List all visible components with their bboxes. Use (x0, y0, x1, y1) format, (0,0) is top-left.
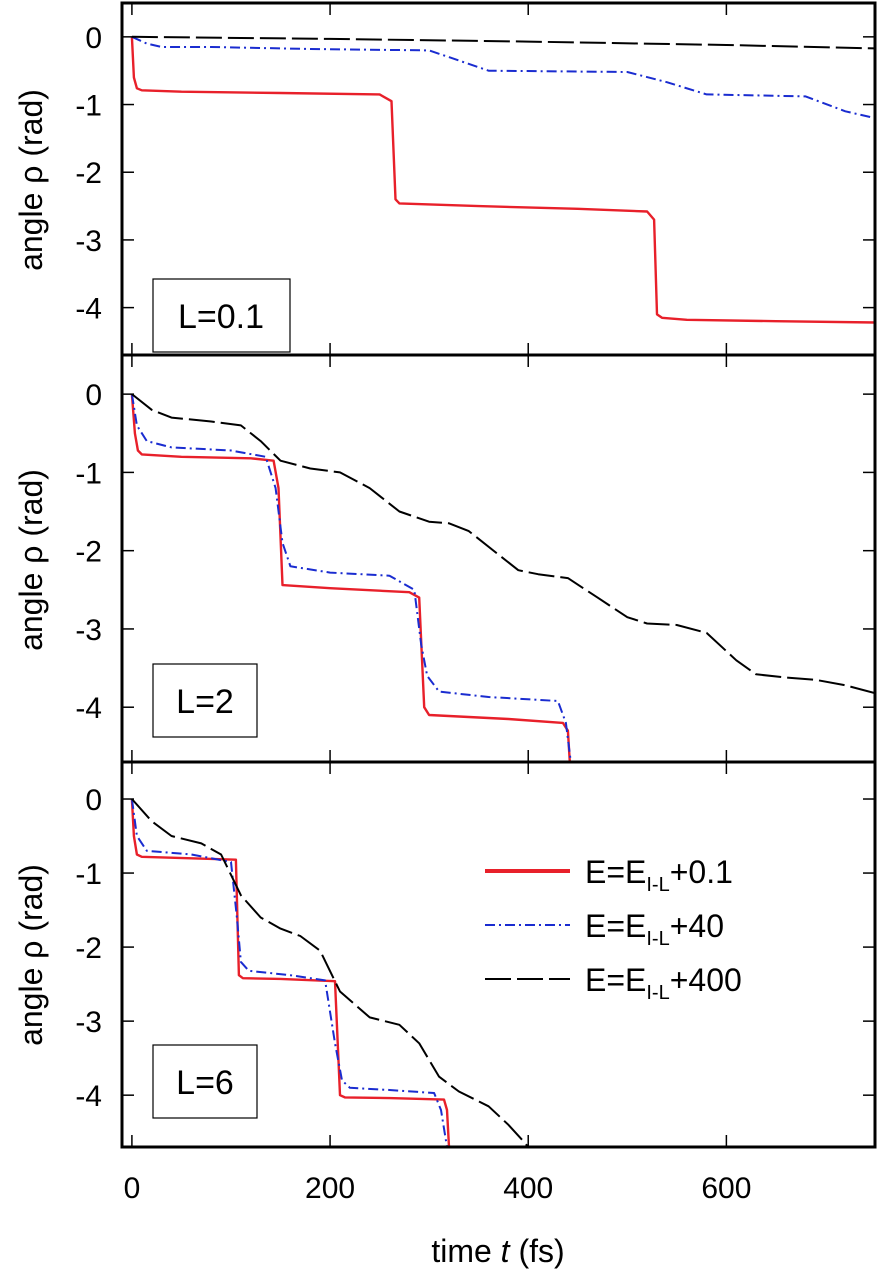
series-line-blue-bottom (130, 798, 448, 1147)
y-tick-label-bottom: 0 (85, 784, 102, 817)
y-axis-title-top: angle ρ (rad) (13, 89, 49, 271)
series-line-red-middle (130, 394, 571, 762)
y-tick-label-middle: -3 (75, 614, 102, 647)
y-tick-label-bottom: -1 (75, 858, 102, 891)
panel-label-box-top: L=0.1 (152, 278, 291, 353)
series-line-black-bottom (131, 798, 529, 1147)
plot-frame-bottom (120, 760, 877, 1149)
series-line-blue-top (131, 35, 875, 120)
y-tick-label-bottom: -2 (75, 932, 102, 965)
legend-entry-2: E=EI-L+40 (585, 908, 724, 950)
series-line-red-bottom (130, 798, 451, 1147)
legend: E=EI-L+0.1 E=EI-L+40 E=EI-L+400 (485, 854, 742, 1004)
x-tick-label: 200 (305, 1172, 355, 1205)
y-tick-label-top: 0 (85, 22, 102, 55)
x-axis-title: time t (fs) (431, 1233, 564, 1269)
y-tick-label-middle: 0 (85, 379, 102, 412)
series-line-blue-middle (130, 393, 572, 762)
y-tick-label-middle: -2 (75, 536, 102, 569)
y-tick-label-bottom: -3 (75, 1006, 102, 1039)
x-axis-title-pre: time (431, 1233, 500, 1269)
panel-label-middle: L=2 (176, 683, 234, 721)
panel-bottom: 0 -1 -2 -3 -4 (75, 760, 877, 1149)
y-tick-label-top: -1 (75, 90, 102, 123)
x-tick-label: 400 (503, 1172, 553, 1205)
panel-label-bottom: L=6 (176, 1064, 234, 1102)
series-line-black-middle (131, 393, 875, 695)
legend-entry-3: E=EI-L+400 (585, 962, 742, 1004)
y-tick-label-top: -2 (75, 157, 102, 190)
series-group-top (130, 35, 875, 324)
y-tick-label-middle: -4 (75, 692, 102, 725)
panel-top: 0 -1 -2 -3 -4 (75, 1, 877, 357)
y-tick-label-top: -4 (75, 293, 102, 326)
panel-label-top: L=0.1 (178, 298, 264, 336)
y-tick-label-bottom: -4 (75, 1080, 102, 1113)
series-line-black-top (131, 35, 875, 50)
series-line-red-top (130, 36, 875, 324)
series-group-bottom (130, 798, 529, 1147)
x-tick-label: 0 (124, 1172, 141, 1205)
x-axis-title-post: (fs) (510, 1233, 565, 1269)
x-axis-title-var: t (501, 1233, 511, 1269)
panel-label-box-middle: L=2 (152, 663, 258, 738)
series-group-middle (130, 393, 875, 762)
y-axis-title-middle: angle ρ (rad) (13, 469, 49, 651)
x-tick-label: 600 (701, 1172, 751, 1205)
y-axis-title-bottom: angle ρ (rad) (13, 864, 49, 1046)
y-tick-label-top: -3 (75, 225, 102, 258)
x-tick-labels: 0 200 400 600 (124, 1172, 752, 1205)
legend-entry-1: E=EI-L+0.1 (585, 854, 733, 896)
panel-label-box-bottom: L=6 (152, 1044, 258, 1119)
y-tick-label-middle: -1 (75, 457, 102, 490)
